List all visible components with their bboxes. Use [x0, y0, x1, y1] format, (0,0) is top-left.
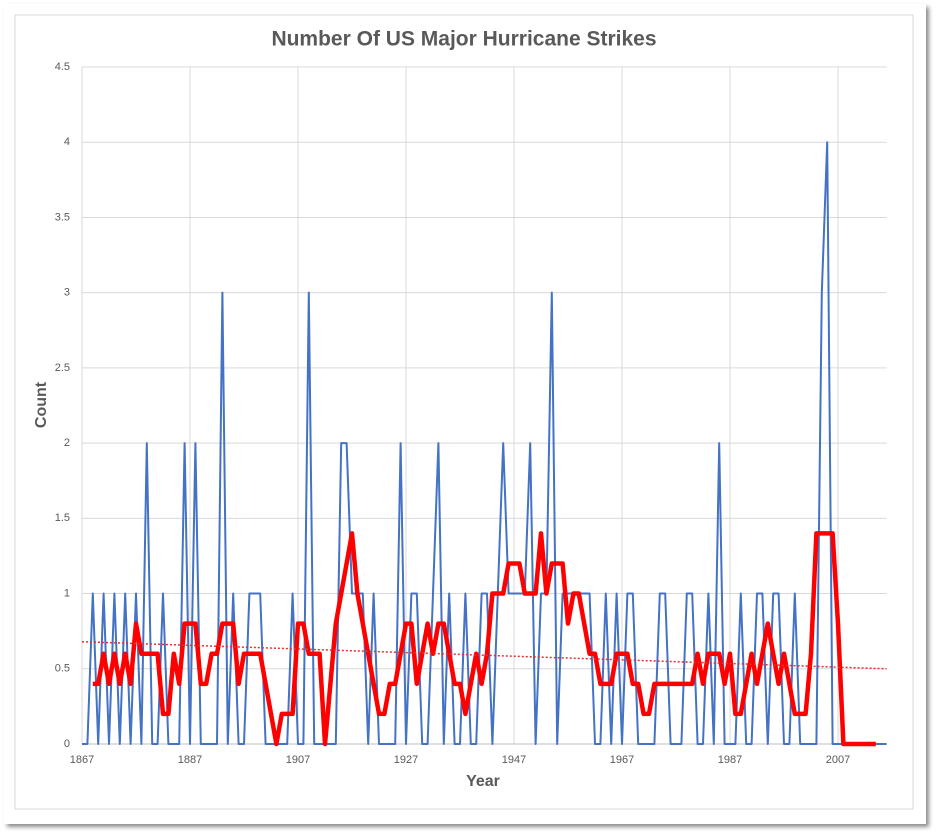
x-tick-label: 1867: [70, 754, 94, 766]
y-tick-label: 4.5: [55, 61, 70, 73]
chart-area: [14, 14, 914, 810]
y-tick-label: 1: [64, 587, 70, 599]
data-line: [92, 531, 876, 747]
x-tick-label: 1907: [286, 754, 310, 766]
y-axis-label: Count: [33, 381, 50, 428]
x-tick-label: 1967: [610, 754, 634, 766]
x-tick-label: 1887: [178, 754, 202, 766]
y-tick-label: 2.5: [55, 362, 70, 374]
y-tick-label: 2: [64, 437, 70, 449]
chart-title: Number Of US Major Hurricane Strikes: [271, 28, 656, 51]
x-tick-label: 2007: [826, 754, 850, 766]
x-tick-label: 1947: [502, 754, 526, 766]
y-tick-label: 0: [64, 738, 70, 750]
y-tick-label: 3.5: [55, 211, 70, 223]
data-line: [82, 141, 887, 745]
x-tick-label: 1987: [718, 754, 742, 766]
y-tick-label: 3: [64, 287, 70, 299]
y-tick-label: 4: [64, 136, 70, 148]
y-tick-label: 0.5: [55, 663, 70, 675]
x-tick-label: 1927: [394, 754, 418, 766]
plot: [81, 141, 887, 747]
x-axis-label: Year: [466, 773, 500, 790]
y-tick-label: 1.5: [55, 512, 70, 524]
